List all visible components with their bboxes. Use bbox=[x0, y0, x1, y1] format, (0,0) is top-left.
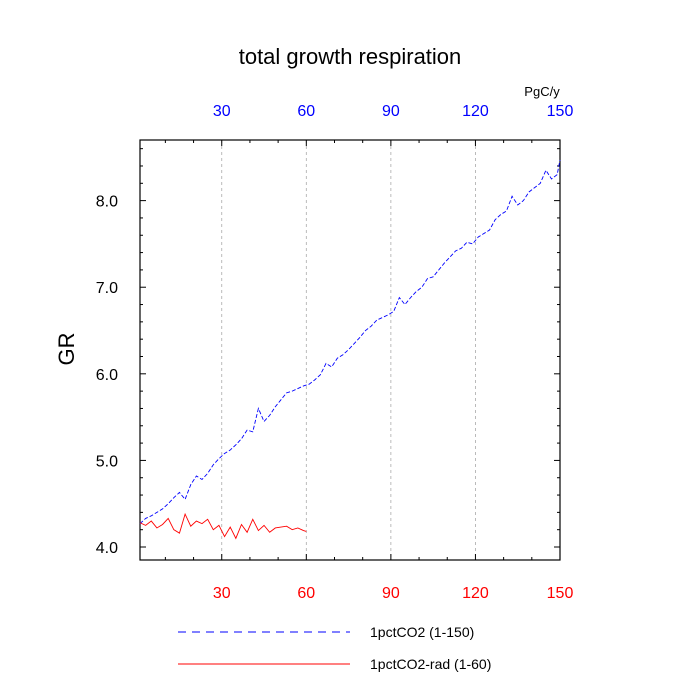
legend-label-1: 1pctCO2 (1-150) bbox=[370, 624, 474, 640]
bottom-x-tick-label: 90 bbox=[382, 585, 400, 602]
series-line-1 bbox=[139, 159, 561, 524]
y-tick-label: 6.0 bbox=[96, 367, 118, 384]
bottom-x-tick-label: 30 bbox=[213, 585, 231, 602]
bottom-x-tick-label: 120 bbox=[462, 585, 489, 602]
grid-lines bbox=[221, 140, 476, 560]
y-tick-label: 4.0 bbox=[96, 540, 118, 557]
y-tick-label: 8.0 bbox=[96, 194, 118, 211]
legend-label-2: 1pctCO2-rad (1-60) bbox=[370, 656, 491, 672]
series-line-2 bbox=[139, 512, 307, 540]
series-lines bbox=[139, 159, 561, 540]
axes bbox=[139, 139, 561, 561]
top-axis-unit: PgC/y bbox=[524, 84, 560, 99]
legend: 1pctCO2 (1-150) 1pctCO2-rad (1-60) bbox=[178, 624, 491, 672]
y-tick-label: 5.0 bbox=[96, 453, 118, 470]
y-tick-label: 7.0 bbox=[96, 280, 118, 297]
bottom-x-tick-label: 60 bbox=[297, 585, 315, 602]
top-x-tick-label: 150 bbox=[547, 103, 574, 120]
top-x-tick-label: 120 bbox=[462, 103, 489, 120]
tick-labels: 4.0 5.0 6.0 7.0 8.0 30 30 60 60 90 90 120 120 150 150 bbox=[96, 103, 574, 602]
y-axis-label: GR bbox=[54, 333, 79, 366]
top-x-tick-label: 60 bbox=[297, 103, 315, 120]
chart-title: total growth respiration bbox=[239, 44, 462, 69]
bottom-x-tick-label: 150 bbox=[547, 585, 574, 602]
top-x-tick-label: 30 bbox=[213, 103, 231, 120]
top-x-tick-label: 90 bbox=[382, 103, 400, 120]
plot-frame bbox=[139, 139, 561, 561]
